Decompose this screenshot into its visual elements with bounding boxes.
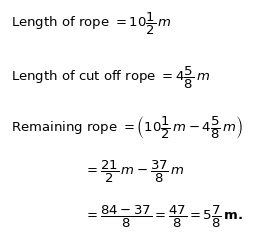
Text: $= \dfrac{21}{2}\,m - \dfrac{37}{8}\,m$: $= \dfrac{21}{2}\,m - \dfrac{37}{8}\,m$ (84, 159, 185, 185)
Text: $= \dfrac{84-37}{8} = \dfrac{47}{8} = 5\dfrac{7}{8}\,\mathbf{m.}$: $= \dfrac{84-37}{8} = \dfrac{47}{8} = 5\… (84, 204, 243, 230)
Text: Remaining rope $= \left(10\dfrac{1}{2}\,m - 4\dfrac{5}{8}\,m\right)$: Remaining rope $= \left(10\dfrac{1}{2}\,… (11, 114, 242, 141)
Text: Length of cut off rope $= 4\dfrac{5}{8}\,m$: Length of cut off rope $= 4\dfrac{5}{8}\… (11, 65, 210, 91)
Text: Length of rope $= 10\dfrac{1}{2}\,m$: Length of rope $= 10\dfrac{1}{2}\,m$ (11, 11, 171, 37)
